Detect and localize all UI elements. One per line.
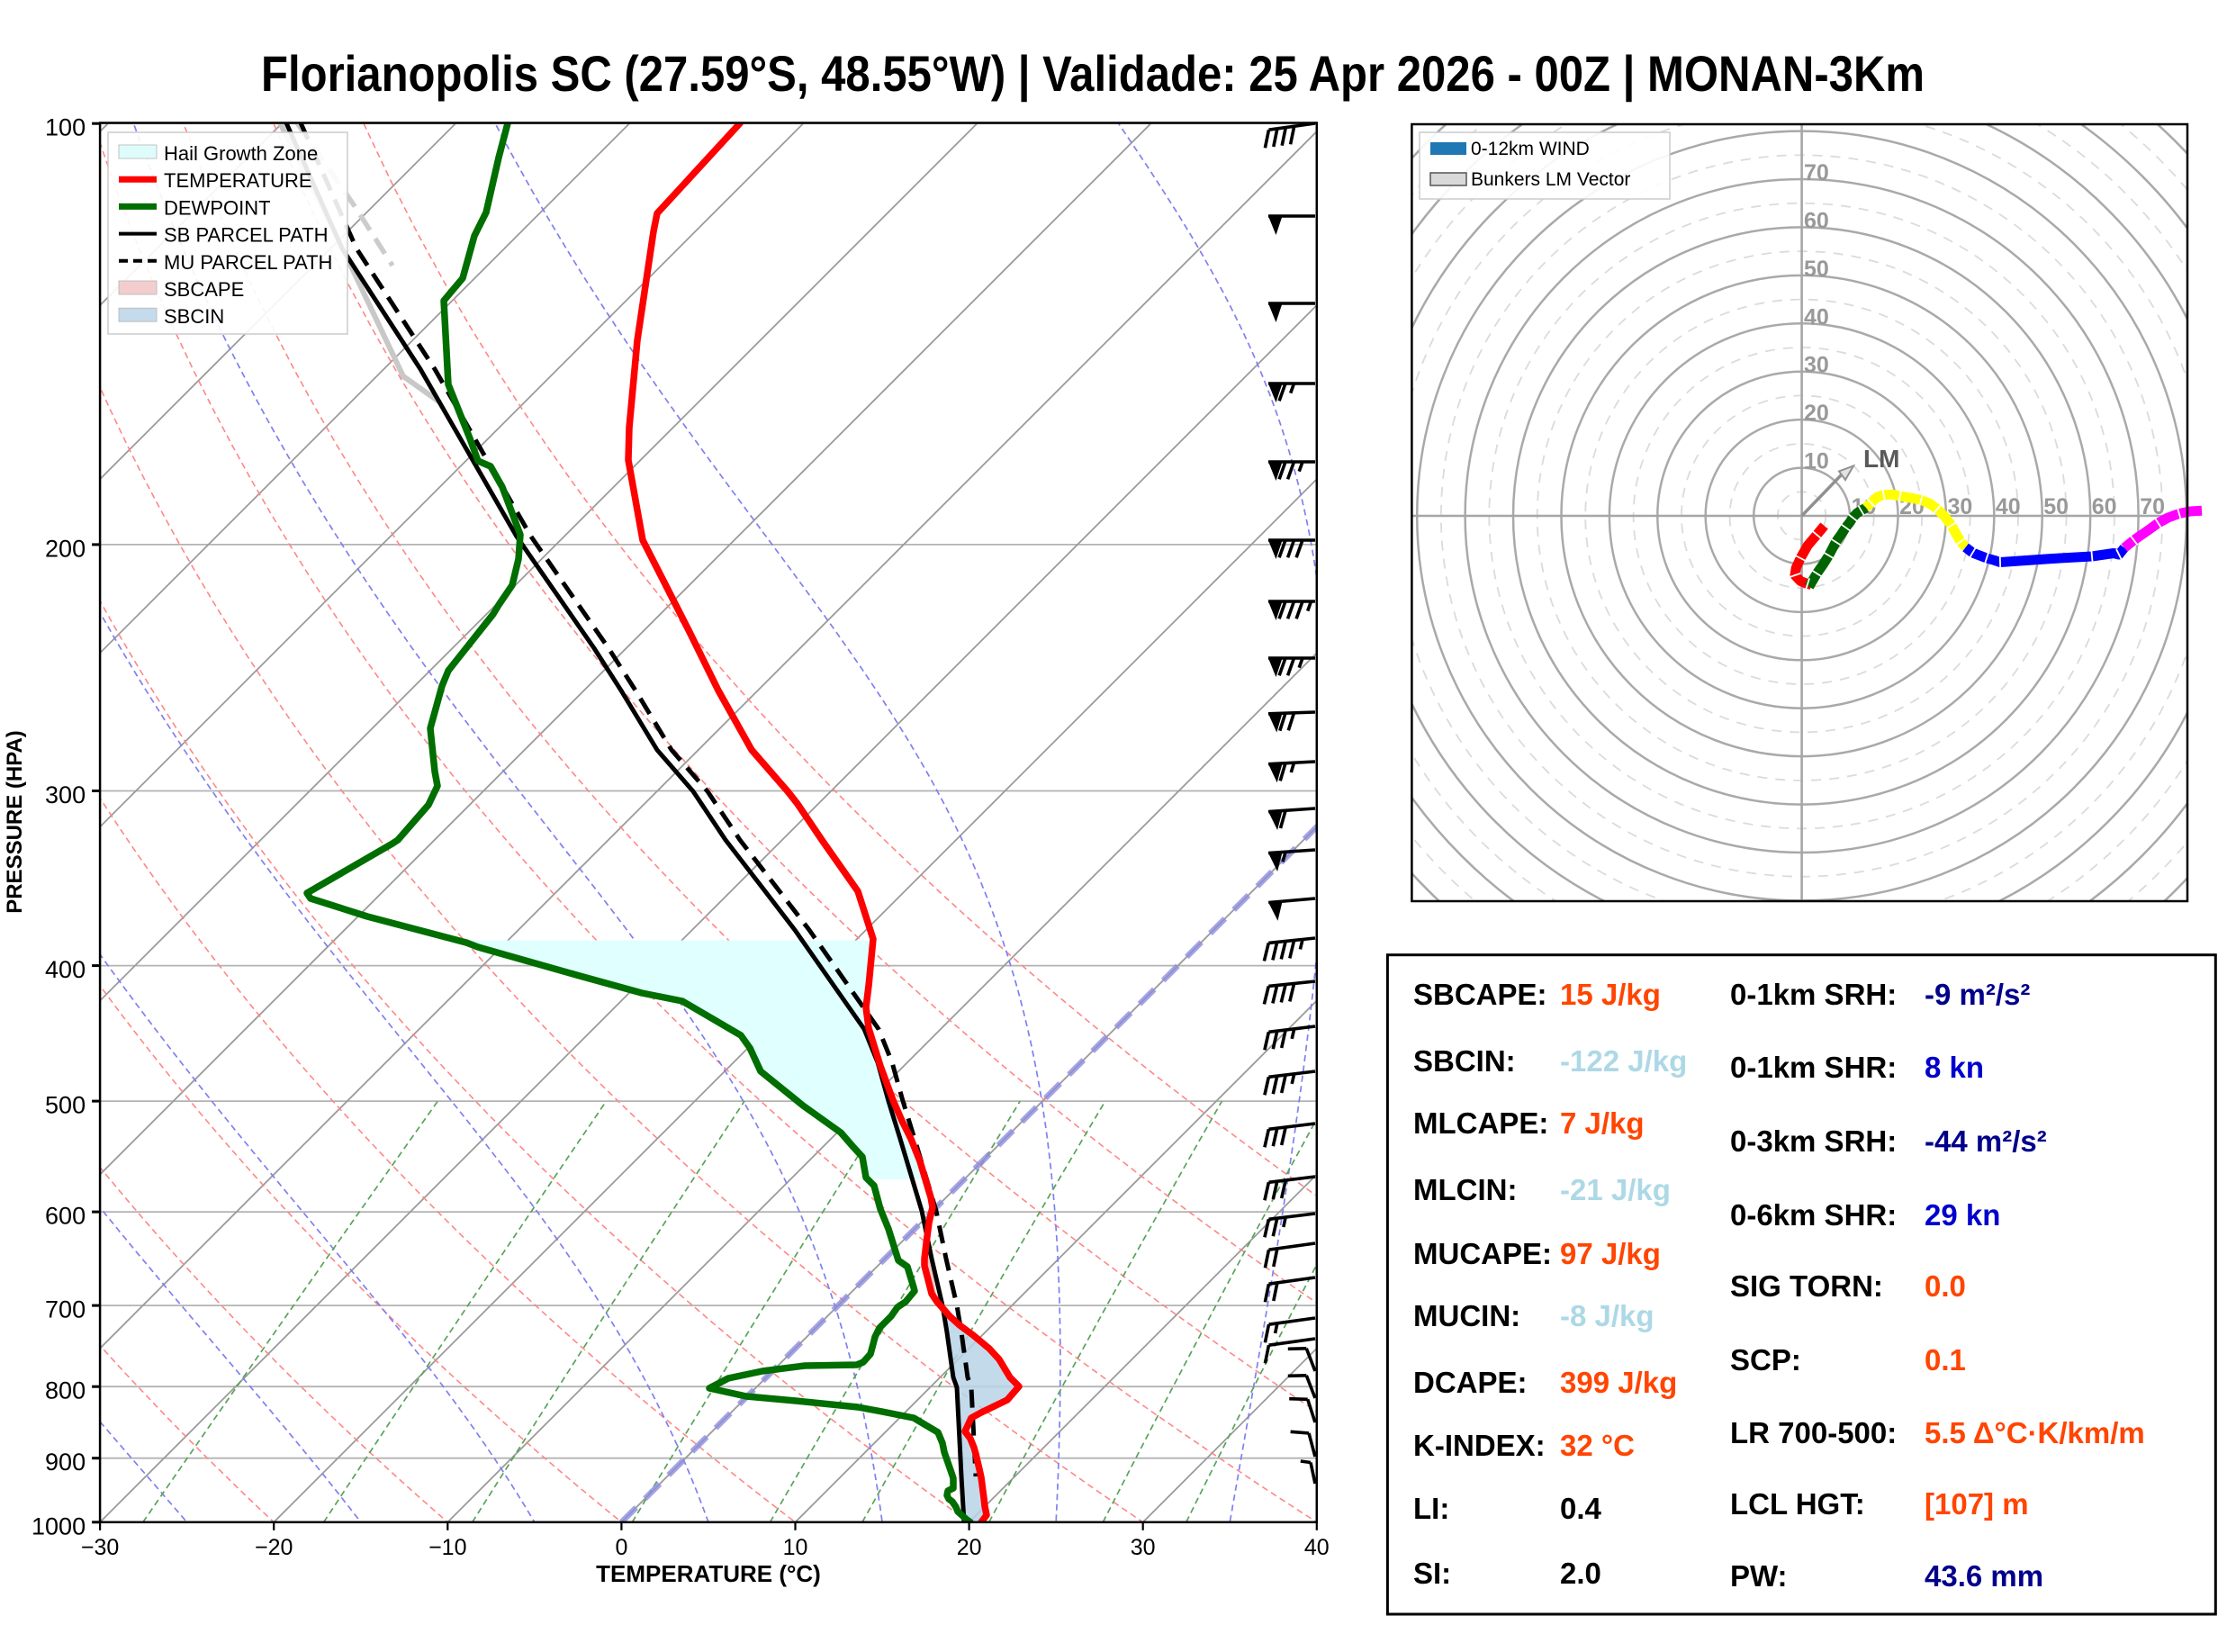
svg-text:−10: −10 [428,1535,466,1560]
svg-text:0.0: 0.0 [1925,1269,1966,1303]
svg-text:900: 900 [45,1449,86,1476]
svg-text:0-1km SHR:: 0-1km SHR: [1730,1051,1897,1084]
svg-text:50: 50 [2043,494,2069,519]
svg-text:2.0: 2.0 [1560,1557,1601,1590]
svg-text:70: 70 [1804,160,1829,185]
svg-text:30: 30 [1804,353,1829,378]
svg-text:20: 20 [1804,401,1829,426]
svg-text:PRESSURE (HPA): PRESSURE (HPA) [3,730,27,914]
svg-text:30: 30 [1131,1535,1156,1560]
svg-text:0-3km SRH:: 0-3km SRH: [1730,1124,1897,1158]
svg-text:-8 J/kg: -8 J/kg [1560,1299,1654,1332]
svg-text:SCP:: SCP: [1730,1343,1801,1377]
svg-text:TEMPERATURE: TEMPERATURE [164,169,312,192]
svg-text:399 J/kg: 399 J/kg [1560,1366,1677,1399]
svg-text:DEWPOINT: DEWPOINT [164,196,271,219]
svg-text:5.5 Δ°C·K/km/m: 5.5 Δ°C·K/km/m [1925,1416,2145,1449]
svg-text:DCAPE:: DCAPE: [1413,1366,1528,1399]
svg-text:500: 500 [45,1092,86,1119]
svg-text:43.6 mm: 43.6 mm [1925,1559,2043,1593]
svg-text:SBCIN: SBCIN [164,305,224,328]
svg-text:60: 60 [1804,208,1829,233]
svg-text:29 kn: 29 kn [1925,1198,2000,1232]
svg-text:-21 J/kg: -21 J/kg [1560,1173,1671,1206]
svg-text:TEMPERATURE (°C): TEMPERATURE (°C) [596,1560,821,1587]
svg-text:97 J/kg: 97 J/kg [1560,1237,1661,1270]
svg-text:8 kn: 8 kn [1925,1051,1984,1084]
svg-text:100: 100 [45,114,86,141]
svg-text:K-INDEX:: K-INDEX: [1413,1429,1546,1462]
svg-text:60: 60 [2092,494,2117,519]
svg-text:70: 70 [2140,494,2165,519]
svg-text:MLCIN:: MLCIN: [1413,1173,1517,1206]
svg-text:10: 10 [1804,449,1829,474]
svg-text:0.1: 0.1 [1925,1343,1966,1377]
svg-text:200: 200 [45,535,86,562]
svg-text:SBCIN:: SBCIN: [1413,1044,1516,1078]
svg-text:-122 J/kg: -122 J/kg [1560,1044,1687,1078]
svg-text:LR 700-500:: LR 700-500: [1730,1416,1897,1449]
svg-text:1000: 1000 [32,1512,86,1539]
svg-text:30: 30 [1947,494,1972,519]
svg-text:40: 40 [1804,304,1829,329]
svg-text:-44 m²/s²: -44 m²/s² [1925,1124,2047,1158]
svg-text:MU PARCEL PATH: MU PARCEL PATH [164,251,332,274]
svg-text:32 °C: 32 °C [1560,1429,1635,1462]
svg-text:7 J/kg: 7 J/kg [1560,1106,1645,1140]
svg-text:SBCAPE:: SBCAPE: [1413,978,1547,1011]
svg-text:LM: LM [1863,445,1899,473]
svg-text:Hail Growth Zone: Hail Growth Zone [164,142,318,165]
svg-text:10: 10 [783,1535,808,1560]
svg-text:Bunkers LM Vector: Bunkers LM Vector [1471,169,1630,190]
svg-text:300: 300 [45,781,86,808]
svg-text:MLCAPE:: MLCAPE: [1413,1106,1548,1140]
svg-text:400: 400 [45,956,86,983]
svg-text:−20: −20 [255,1535,293,1560]
svg-text:0-1km SRH:: 0-1km SRH: [1730,978,1897,1011]
svg-text:20: 20 [957,1535,982,1560]
svg-text:0-6km SHR:: 0-6km SHR: [1730,1198,1897,1232]
svg-text:800: 800 [45,1377,86,1404]
svg-text:SBCAPE: SBCAPE [164,278,244,301]
svg-text:[107] m: [107] m [1925,1487,2029,1521]
svg-text:600: 600 [45,1203,86,1230]
svg-text:50: 50 [1804,257,1829,282]
svg-text:40: 40 [1996,494,2021,519]
svg-text:0-12km WIND: 0-12km WIND [1471,139,1590,159]
svg-text:MUCAPE:: MUCAPE: [1413,1237,1552,1270]
svg-text:LI:: LI: [1413,1492,1449,1525]
svg-text:700: 700 [45,1296,86,1323]
svg-text:PW:: PW: [1730,1559,1788,1593]
svg-text:Florianopolis SC (27.59°S, 48.: Florianopolis SC (27.59°S, 48.55°W) | Va… [261,45,1925,103]
svg-text:SI:: SI: [1413,1557,1451,1590]
svg-text:-9 m²/s²: -9 m²/s² [1925,978,2030,1011]
svg-text:SIG TORN:: SIG TORN: [1730,1269,1883,1303]
svg-text:MUCIN:: MUCIN: [1413,1299,1520,1332]
svg-text:−30: −30 [81,1535,119,1560]
svg-text:SB PARCEL PATH: SB PARCEL PATH [164,224,329,247]
svg-text:15 J/kg: 15 J/kg [1560,978,1661,1011]
svg-text:0: 0 [615,1535,627,1560]
svg-text:40: 40 [1304,1535,1330,1560]
svg-text:0.4: 0.4 [1560,1492,1602,1525]
svg-text:LCL HGT:: LCL HGT: [1730,1487,1865,1521]
